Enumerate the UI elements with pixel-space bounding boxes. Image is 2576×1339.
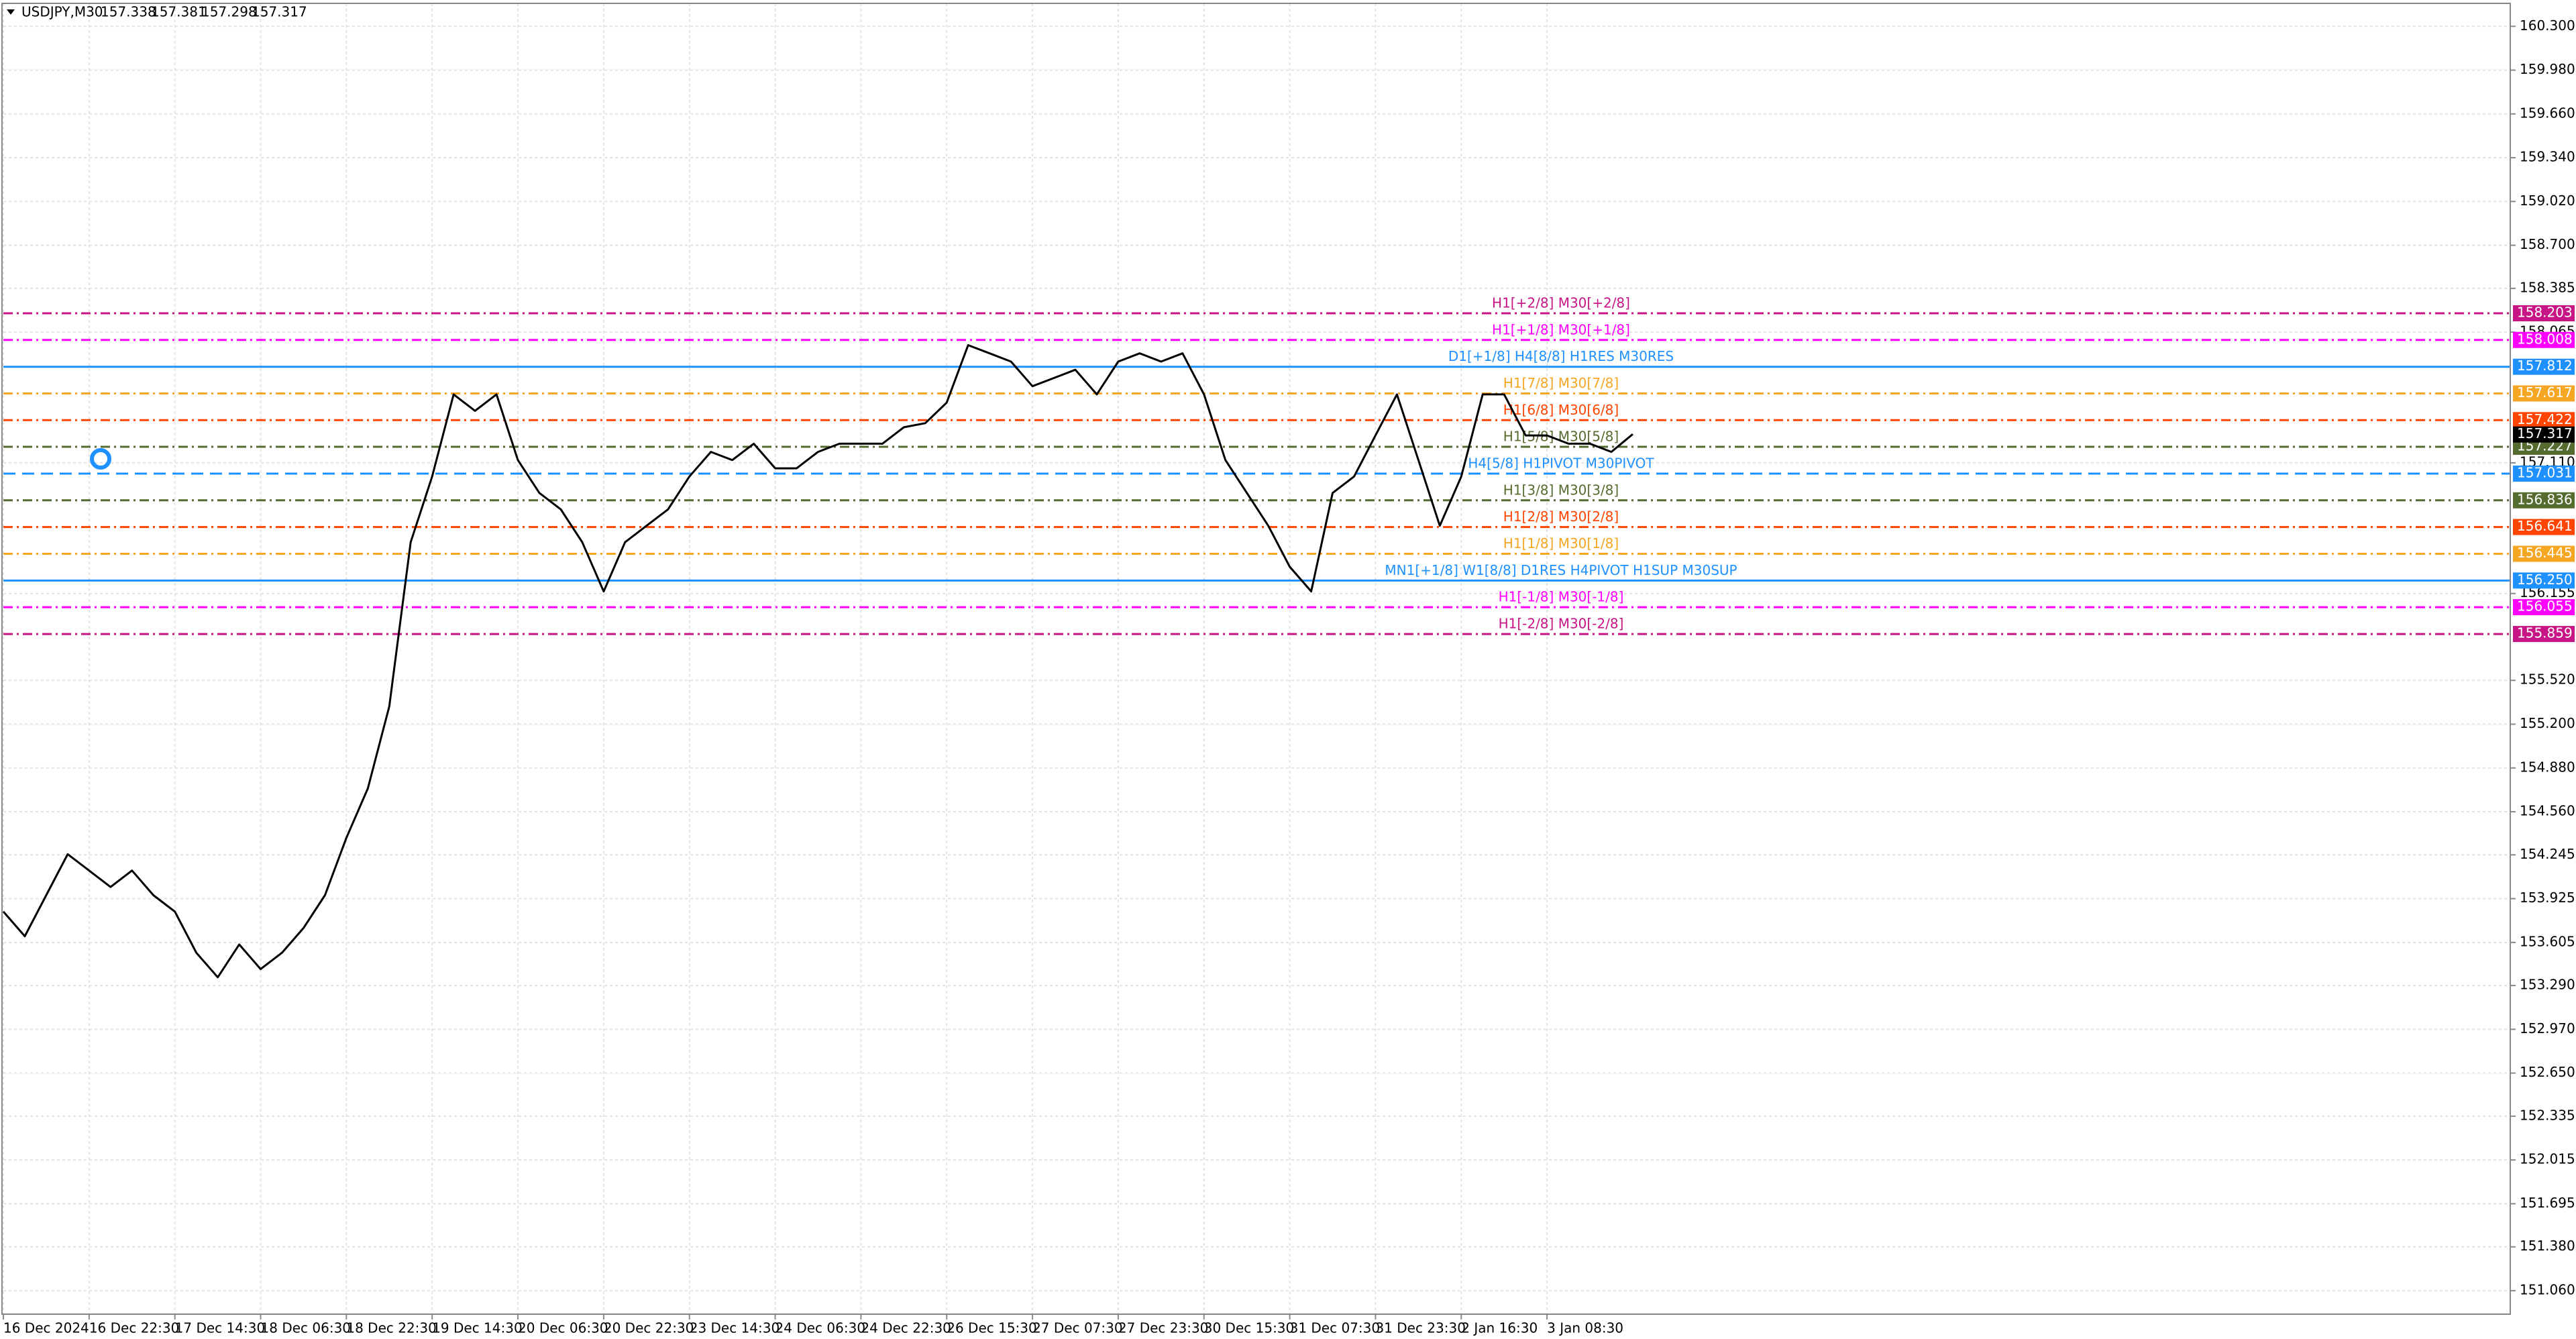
level-label: H1[3/8] M30[3/8] xyxy=(1503,482,1619,498)
y-tick-label: 151.060 xyxy=(2520,1281,2575,1297)
level-label: H4[5/8] H1PIVOT M30PIVOT xyxy=(1468,456,1654,472)
x-tick-label: 20 Dec 06:30 xyxy=(518,1320,608,1336)
level-label: H1[-1/8] M30[-1/8] xyxy=(1499,589,1624,605)
close: 157.317 xyxy=(252,4,307,20)
level-label: H1[+1/8] M30[+1/8] xyxy=(1492,321,1630,337)
price-box xyxy=(2513,412,2575,429)
drawing-tool-icon[interactable] xyxy=(90,448,111,470)
y-tick-label: 151.380 xyxy=(2520,1238,2575,1254)
y-tick-label: 152.015 xyxy=(2520,1151,2575,1167)
price-box-label: 156.055 xyxy=(2517,598,2573,614)
x-tick-label: 16 Dec 2024 xyxy=(3,1320,89,1336)
low: 157.298 xyxy=(201,4,257,20)
y-tick-label: 153.290 xyxy=(2520,977,2575,993)
price-box xyxy=(2513,599,2575,616)
y-tick-label: 160.300 xyxy=(2520,17,2575,34)
price-box xyxy=(2513,545,2575,562)
x-tick-label: 16 Dec 22:30 xyxy=(89,1320,180,1336)
y-tick-label: 155.520 xyxy=(2520,672,2575,688)
level-label: H1[5/8] M30[5/8] xyxy=(1503,429,1619,445)
price-box xyxy=(2513,331,2575,348)
x-tick-label: 24 Dec 06:30 xyxy=(775,1320,866,1336)
open: 157.338 xyxy=(101,4,156,20)
x-tick-label: 19 Dec 14:30 xyxy=(432,1320,523,1336)
grid xyxy=(3,3,2510,1314)
plot-frame xyxy=(1,3,2511,1315)
price-box-label: 155.859 xyxy=(2517,625,2573,641)
price-box xyxy=(2513,626,2575,643)
axis: 160.300 159.980 159.660 159.340 159.020 158.7… xyxy=(3,17,2575,1336)
price-box-label: 157.617 xyxy=(2517,384,2573,400)
price-box xyxy=(2513,385,2575,402)
y-tick-label: 154.245 xyxy=(2520,846,2575,862)
level-label: H1[1/8] M30[1/8] xyxy=(1503,535,1619,551)
price-box-label: 156.641 xyxy=(2517,518,2573,534)
price-line xyxy=(2,344,1633,979)
level-label: H1[7/8] M30[7/8] xyxy=(1503,375,1619,391)
price-box-label: 156.445 xyxy=(2517,545,2573,561)
y-tick-label: 153.925 xyxy=(2520,890,2575,906)
y-tick-label: 158.385 xyxy=(2520,279,2575,295)
price-box-label: 156.836 xyxy=(2517,491,2573,507)
y-tick-label: 159.660 xyxy=(2520,105,2575,121)
price-box-label: 157.812 xyxy=(2517,358,2573,374)
level-label: D1[+1/8] H4[8/8] H1RES M30RES xyxy=(1448,348,1674,364)
price-box-label: 157.422 xyxy=(2517,411,2573,427)
y-tick-label: 154.560 xyxy=(2520,803,2575,819)
header: USDJPY,M30 157.338 157.381 157.298 157.3… xyxy=(7,4,307,20)
x-tick-label: 31 Dec 07:30 xyxy=(1290,1320,1381,1336)
y-tick-label: 154.880 xyxy=(2520,759,2575,775)
y-tick-label: 159.020 xyxy=(2520,193,2575,209)
current-price-box xyxy=(2513,426,2575,443)
y-tick-label: 155.200 xyxy=(2520,715,2575,731)
x-tick-label: 17 Dec 14:30 xyxy=(175,1320,266,1336)
series xyxy=(2,344,1633,979)
x-tick-label: 23 Dec 14:30 xyxy=(690,1320,780,1336)
level-label: H1[+2/8] M30[+2/8] xyxy=(1492,294,1630,311)
x-tick-label: 2 Jan 16:30 xyxy=(1461,1320,1538,1336)
y-tick-label: 159.340 xyxy=(2520,149,2575,165)
price-box-label: 158.008 xyxy=(2517,331,2573,347)
y-tick-label: 152.650 xyxy=(2520,1064,2575,1080)
x-tick-label: 27 Dec 07:30 xyxy=(1032,1320,1123,1336)
x-tick-label: 31 Dec 23:30 xyxy=(1375,1320,1466,1336)
x-tick-label: 18 Dec 22:30 xyxy=(346,1320,437,1336)
current-price-label: 157.317 xyxy=(2517,425,2573,441)
x-tick-label: 20 Dec 22:30 xyxy=(604,1320,694,1336)
high: 157.381 xyxy=(151,4,207,20)
price-box xyxy=(2513,572,2575,589)
y-tick-label: 153.605 xyxy=(2520,933,2575,949)
y-tick-label: 152.970 xyxy=(2520,1020,2575,1036)
x-tick-label: 30 Dec 15:30 xyxy=(1204,1320,1295,1336)
symbol: USDJPY,M30 xyxy=(21,4,103,20)
price-box xyxy=(2513,305,2575,321)
level-label: MN1[+1/8] W1[8/8] D1RES H4PIVOT H1SUP M3… xyxy=(1385,562,1737,578)
price-box-label: 156.250 xyxy=(2517,572,2573,588)
y-tick-label: 152.335 xyxy=(2520,1107,2575,1123)
x-tick-label: 24 Dec 22:30 xyxy=(861,1320,951,1336)
y-tick-label: 151.695 xyxy=(2520,1195,2575,1211)
price-box xyxy=(2513,492,2575,508)
y-tick-label: 158.700 xyxy=(2520,236,2575,252)
level-label: H1[6/8] M30[6/8] xyxy=(1503,402,1619,418)
level-label: H1[-2/8] M30[-2/8] xyxy=(1499,616,1624,632)
price-box xyxy=(2513,519,2575,535)
header-arrow[interactable] xyxy=(7,9,15,15)
price-box-label: 157.031 xyxy=(2517,465,2573,481)
price-box xyxy=(2513,466,2575,482)
x-tick-label: 26 Dec 15:30 xyxy=(947,1320,1037,1336)
price-box xyxy=(2513,358,2575,375)
price-box-label: 158.203 xyxy=(2517,304,2573,320)
y-tick-label: 159.980 xyxy=(2520,61,2575,77)
level-label: H1[2/8] M30[2/8] xyxy=(1503,508,1619,525)
x-tick-label: 18 Dec 06:30 xyxy=(261,1320,352,1336)
x-tick-label: 27 Dec 23:30 xyxy=(1118,1320,1209,1336)
x-tick-label: 3 Jan 08:30 xyxy=(1547,1320,1623,1336)
